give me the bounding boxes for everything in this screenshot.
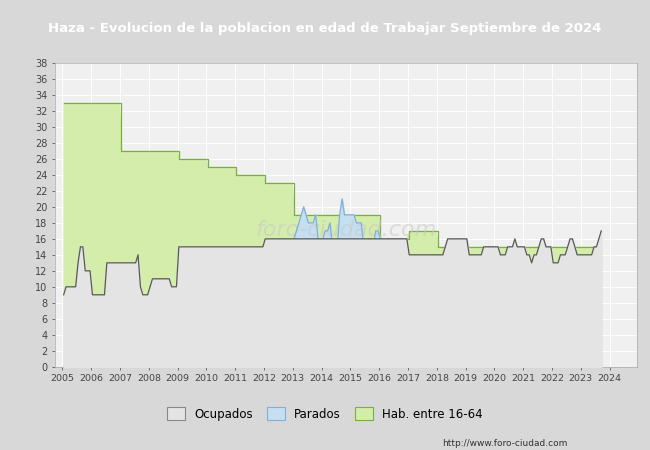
Text: Haza - Evolucion de la poblacion en edad de Trabajar Septiembre de 2024: Haza - Evolucion de la poblacion en edad… [48,22,602,35]
Text: foro-ciudad.com: foro-ciudad.com [255,220,437,240]
Legend: Ocupados, Parados, Hab. entre 16-64: Ocupados, Parados, Hab. entre 16-64 [161,401,489,427]
Text: http://www.foro-ciudad.com: http://www.foro-ciudad.com [442,439,567,448]
